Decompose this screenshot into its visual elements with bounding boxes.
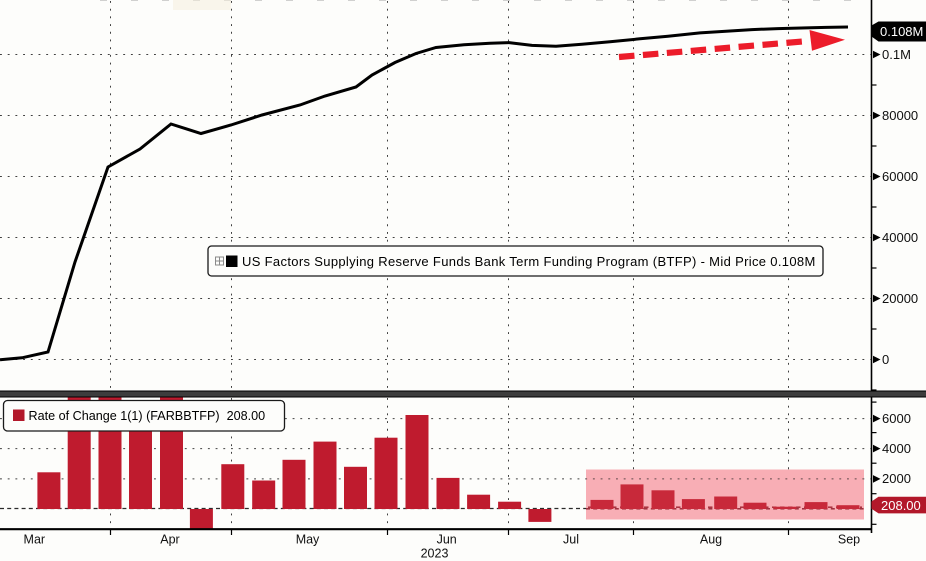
svg-text:Rate of Change 1(1) (FARBBTFP): Rate of Change 1(1) (FARBBTFP) 208.00	[29, 409, 266, 423]
svg-text:2023: 2023	[421, 547, 449, 561]
svg-text:0.1M: 0.1M	[882, 47, 911, 62]
svg-text:0: 0	[882, 352, 889, 367]
svg-text:40000: 40000	[882, 230, 918, 245]
svg-text:4000: 4000	[882, 441, 911, 456]
svg-text:May: May	[296, 533, 320, 547]
svg-text:Jun: Jun	[437, 533, 457, 547]
svg-text:20000: 20000	[882, 291, 918, 306]
svg-text:Aug: Aug	[700, 533, 722, 547]
svg-text:Mar: Mar	[24, 533, 46, 547]
svg-text:60000: 60000	[882, 169, 918, 184]
svg-text:2000: 2000	[882, 471, 911, 486]
svg-text:Apr: Apr	[160, 533, 179, 547]
svg-text:0.108M: 0.108M	[880, 24, 923, 39]
svg-text:Jul: Jul	[563, 533, 579, 547]
svg-text:208.00: 208.00	[881, 498, 921, 513]
svg-text:80000: 80000	[882, 108, 918, 123]
svg-text:Sep: Sep	[838, 533, 860, 547]
svg-text:US Factors Supplying Reserve F: US Factors Supplying Reserve Funds Bank …	[242, 254, 816, 269]
svg-text:6000: 6000	[882, 411, 911, 426]
